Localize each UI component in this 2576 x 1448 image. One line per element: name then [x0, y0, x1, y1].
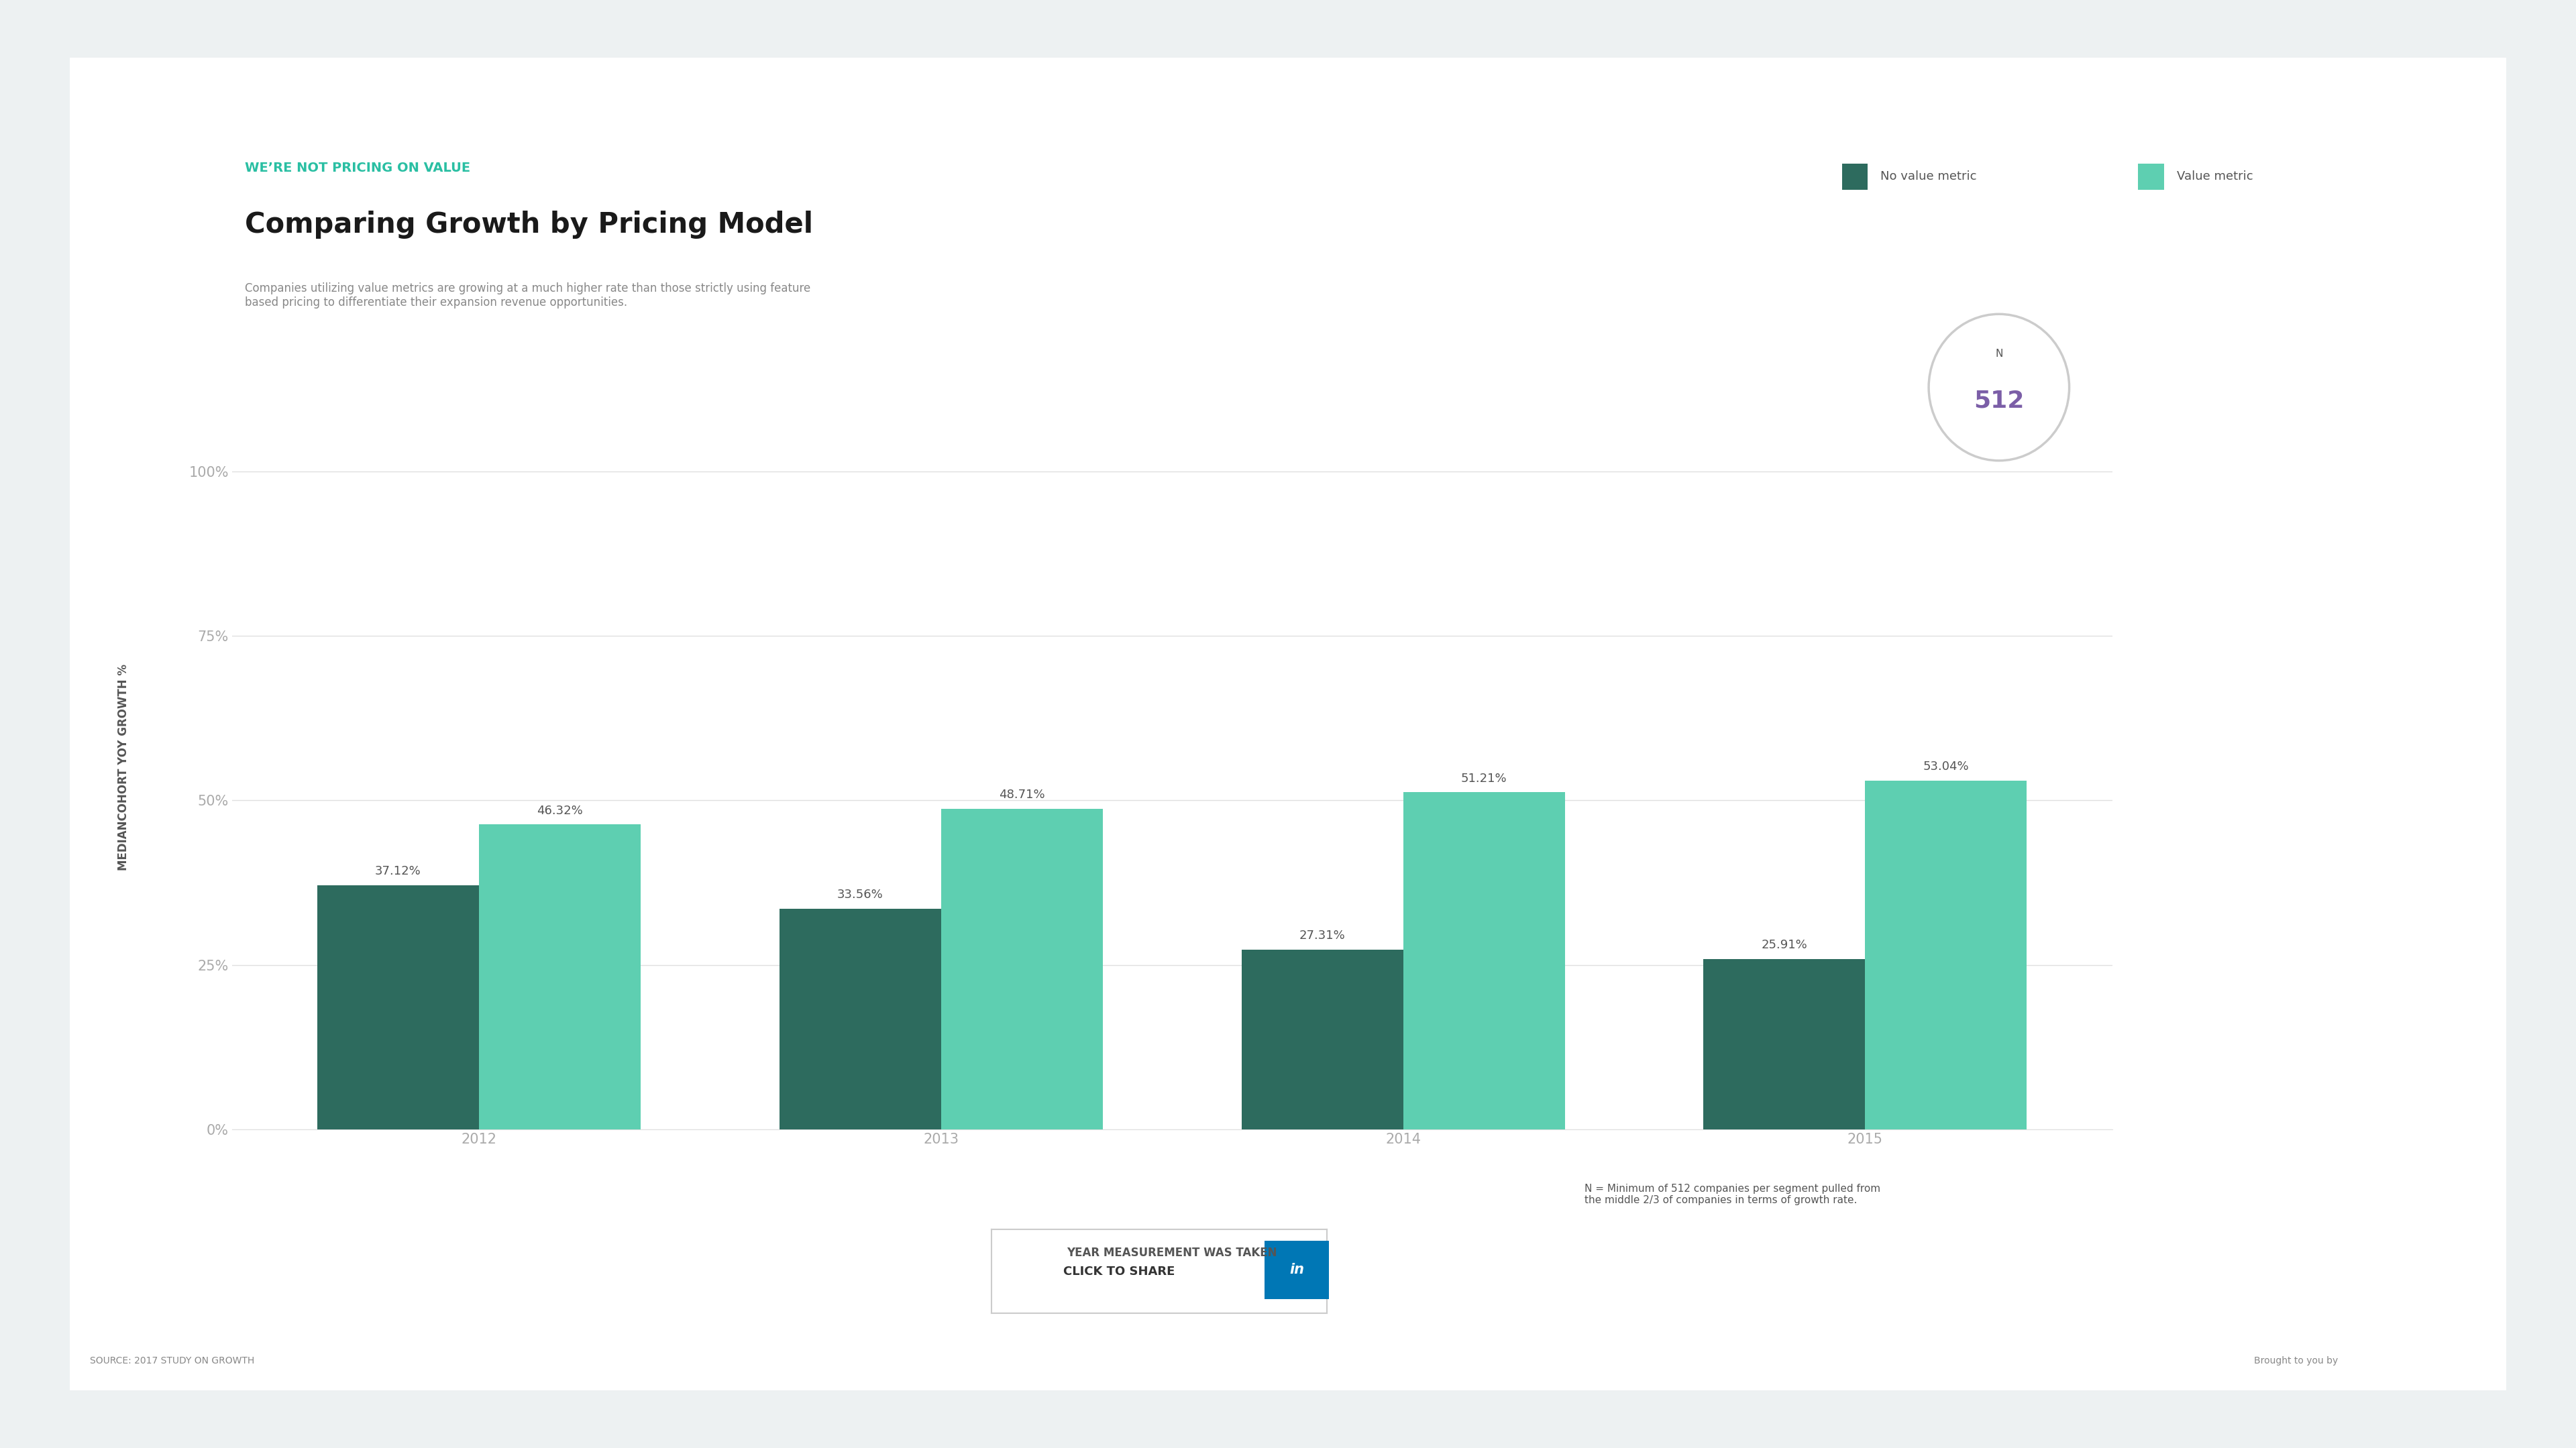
Text: 37.12%: 37.12% — [376, 864, 422, 877]
Text: 48.71%: 48.71% — [999, 789, 1046, 801]
Text: 53.04%: 53.04% — [1922, 760, 1968, 772]
Circle shape — [1929, 314, 2069, 460]
Text: 512: 512 — [1973, 390, 2025, 413]
Bar — [317, 885, 479, 1129]
Text: No value metric: No value metric — [1880, 171, 1976, 182]
Bar — [940, 809, 1103, 1129]
Bar — [1404, 792, 1564, 1129]
Bar — [1703, 959, 1865, 1129]
Text: Brought to you by: Brought to you by — [2254, 1357, 2339, 1365]
Text: N: N — [1996, 349, 2002, 359]
Text: SOURCE: 2017 STUDY ON GROWTH: SOURCE: 2017 STUDY ON GROWTH — [90, 1357, 255, 1365]
Text: 25.91%: 25.91% — [1762, 938, 1808, 951]
Bar — [479, 824, 641, 1129]
Bar — [1865, 780, 2027, 1129]
Text: Companies utilizing value metrics are growing at a much higher rate than those s: Companies utilizing value metrics are gr… — [245, 282, 811, 308]
Text: Value metric: Value metric — [2177, 171, 2254, 182]
Text: WE’RE NOT PRICING ON VALUE: WE’RE NOT PRICING ON VALUE — [245, 162, 471, 174]
Text: N = Minimum of 512 companies per segment pulled from
the middle 2/3 of companies: N = Minimum of 512 companies per segment… — [1584, 1183, 1880, 1206]
Text: 46.32%: 46.32% — [536, 805, 582, 817]
Text: YEAR MEASUREMENT WAS TAKEN: YEAR MEASUREMENT WAS TAKEN — [1066, 1247, 1278, 1258]
Text: in: in — [1291, 1263, 1303, 1277]
Bar — [781, 908, 940, 1129]
Text: 51.21%: 51.21% — [1461, 772, 1507, 785]
Text: Comparing Growth by Pricing Model: Comparing Growth by Pricing Model — [245, 210, 814, 239]
Text: 27.31%: 27.31% — [1298, 930, 1345, 941]
Bar — [1242, 950, 1404, 1129]
Text: 33.56%: 33.56% — [837, 889, 884, 901]
Text: MEDIANCOHORT YOY GROWTH %: MEDIANCOHORT YOY GROWTH % — [118, 665, 129, 870]
Text: CLICK TO SHARE: CLICK TO SHARE — [1064, 1266, 1175, 1277]
